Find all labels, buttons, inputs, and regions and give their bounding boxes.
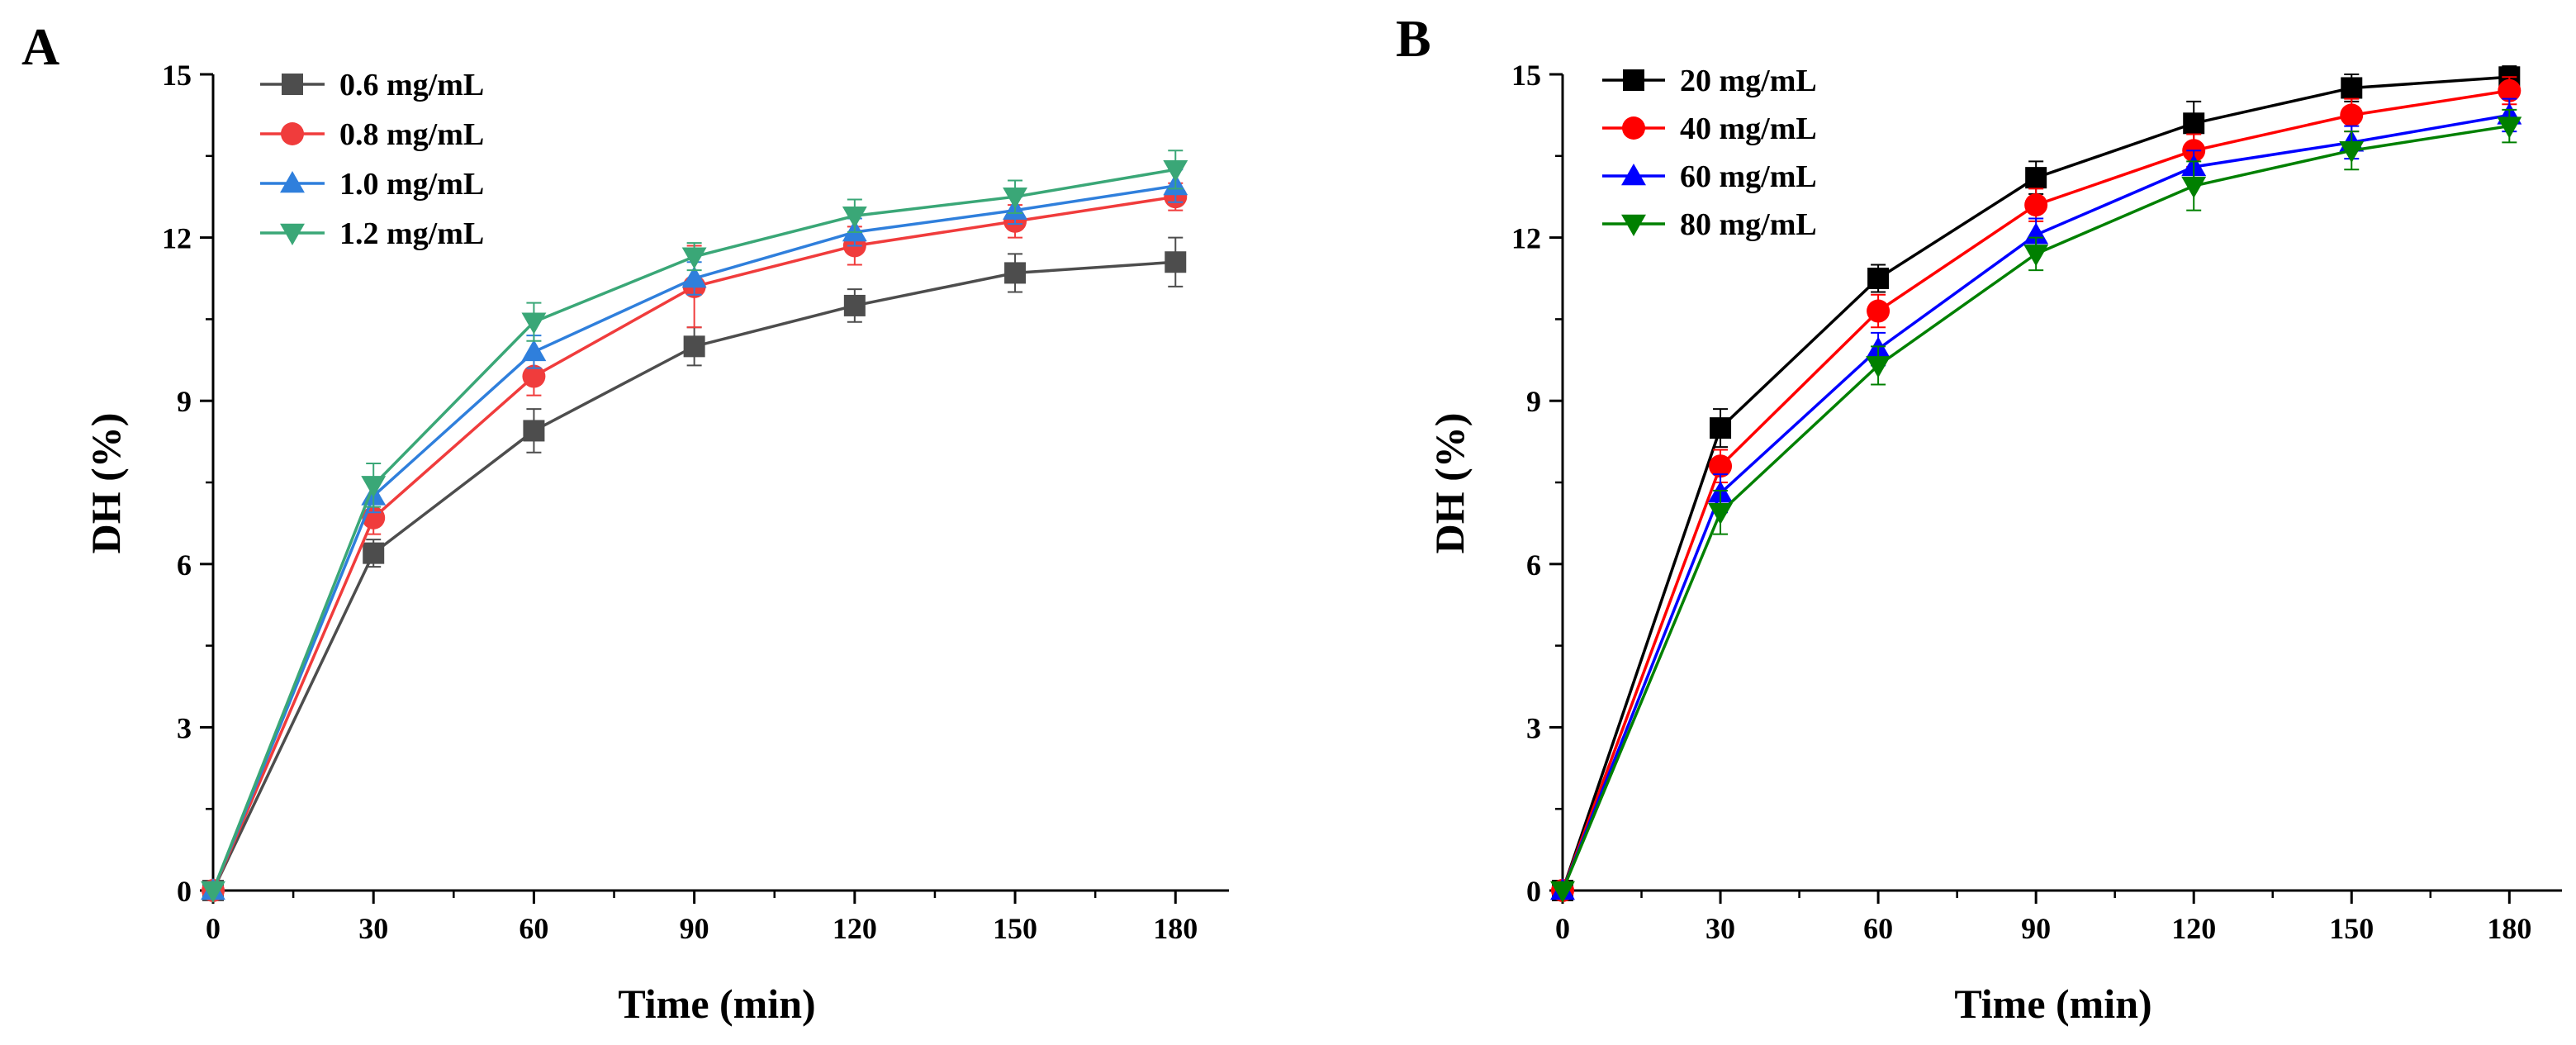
panel-b-x-tick-label: 90 — [2021, 912, 2051, 945]
panel-b-data-point — [2183, 112, 2205, 135]
panel-b-series-3 — [1550, 108, 2522, 903]
panel-a-y-tick-label: 9 — [177, 385, 192, 418]
panel-a-y-tick-label: 12 — [162, 222, 192, 255]
panel-a-data-point — [683, 335, 705, 358]
panel-a-data-point — [1163, 160, 1188, 183]
panel-b-legend-marker — [1621, 214, 1646, 236]
panel-a-data-point — [523, 420, 545, 442]
panel-a-x-tick-label: 90 — [680, 912, 709, 945]
panel-b-data-point — [2340, 103, 2364, 127]
panel-a-data-point — [1004, 262, 1027, 284]
panel-a-x-tick-label: 120 — [833, 912, 877, 945]
panel-b-data-point — [2024, 193, 2048, 217]
panel-a-legend-marker — [282, 74, 303, 95]
panel-b-y-tick-label: 3 — [1526, 711, 1541, 744]
panel-a-legend-label: 0.6 mg/mL — [339, 68, 484, 102]
panel-b-legend-marker — [1621, 164, 1646, 186]
panel-b-legend-label: 40 mg/mL — [1680, 112, 1817, 146]
panel-b-data-point — [2341, 77, 2363, 99]
panel-a-y-tick-label: 15 — [162, 59, 192, 92]
panel-a-data-point — [843, 294, 866, 316]
panel-b-x-tick-label: 30 — [1705, 912, 1735, 945]
panel-a-legend-label: 0.8 mg/mL — [339, 117, 484, 152]
panel-a-legend-marker — [281, 122, 304, 145]
panel-b-y-tick-label: 9 — [1526, 385, 1541, 418]
panel-b-data-point — [1867, 268, 1890, 289]
panel-b-y-tick-label: 6 — [1526, 549, 1541, 582]
panel-a-y-tick-label: 3 — [177, 711, 192, 744]
panel-a-series-2 — [201, 169, 1188, 900]
panel-a-legend-marker — [280, 171, 305, 193]
panel-b-plot-area: 0 30 60 90 120 150 180 0 3 6 9 12 15 20 mg/mL 40 mg/mL… — [1511, 59, 2562, 945]
panel-a-legend-label: 1.0 mg/mL — [339, 167, 484, 202]
panel-b-x-tick-label: 0 — [1555, 912, 1570, 945]
panel-b-legend-label: 80 mg/mL — [1680, 207, 1817, 242]
panel-a-x-tick-label: 60 — [519, 912, 548, 945]
panel-a-data-point — [1165, 251, 1187, 273]
panel-a-x-axis-title: Time (min) — [618, 981, 815, 1027]
panel-a-x-tick-label: 0 — [206, 912, 221, 945]
panel-b-series-1 — [1551, 76, 2521, 902]
panel-b-legend-label: 20 mg/mL — [1680, 64, 1817, 98]
panel-b-legend-marker — [1623, 69, 1644, 91]
panel-b-data-point — [1550, 881, 1575, 903]
panel-b-data-point — [1710, 417, 1732, 439]
panel-a-data-point — [681, 266, 707, 288]
panel-b-data-point — [1867, 299, 1890, 323]
panel-a-label: A — [21, 17, 59, 76]
panel-b-x-tick-label: 180 — [2487, 912, 2531, 945]
panel-b: B Time (min) DH (%) 0 30 60 90 120 150 180 0 3 6 9… — [1396, 9, 2562, 1027]
panel-b-data-point — [2025, 167, 2047, 189]
panel-a-y-axis-title: DH (%) — [83, 413, 129, 554]
panel-a-data-point — [1003, 187, 1028, 210]
panel-a-y-tick-label: 6 — [177, 549, 192, 582]
panel-a: A Time (min) DH (%) 0 30 60 90 120 150 180 0 3 6 9… — [21, 17, 1229, 1027]
panel-b-y-tick-label: 0 — [1526, 875, 1541, 908]
panel-b-y-tick-label: 15 — [1511, 59, 1541, 92]
panel-a-data-point — [521, 339, 547, 362]
panel-a-data-point — [363, 542, 385, 564]
panel-a-data-point — [522, 364, 546, 388]
panel-a-legend-marker — [280, 223, 305, 245]
panel-a-series-3 — [201, 150, 1188, 903]
panel-b-label: B — [1396, 9, 1431, 68]
panel-a-data-point — [681, 247, 707, 269]
panel-b-data-point — [2339, 141, 2365, 164]
panel-a-legend: 0.6 mg/mL 0.8 mg/mL 1.0 mg/mL 1.2 mg/mL — [260, 68, 484, 251]
panel-b-y-tick-label: 12 — [1511, 222, 1541, 255]
panel-b-data-point — [2498, 78, 2521, 102]
panel-b-data-point — [1709, 454, 1733, 478]
panel-b-y-axis-title: DH (%) — [1426, 413, 1473, 554]
panel-b-x-tick-label: 60 — [1863, 912, 1893, 945]
panel-b-x-tick-label: 150 — [2329, 912, 2374, 945]
panel-a-x-tick-label: 150 — [993, 912, 1037, 945]
panel-a-data-point — [842, 207, 867, 229]
panel-b-data-point — [2497, 116, 2522, 139]
panel-b-data-point — [1708, 503, 1734, 525]
panel-b-x-axis-title: Time (min) — [1954, 981, 2151, 1027]
panel-b-data-point — [2023, 222, 2049, 245]
panel-a-data-point — [361, 476, 387, 498]
panel-b-data-point — [2023, 245, 2049, 267]
panel-b-legend-marker — [1622, 116, 1645, 140]
panel-b-x-tick-label: 120 — [2171, 912, 2216, 945]
panel-b-legend-label: 60 mg/mL — [1680, 159, 1817, 194]
panel-a-data-point — [201, 881, 225, 903]
panel-a-x-tick-label: 30 — [358, 912, 388, 945]
panel-a-plot-area: 0 30 60 90 120 150 180 0 3 6 9 12 15 0.6 mg/mL 0.8 mg/… — [162, 59, 1229, 945]
panel-a-x-tick-label: 180 — [1153, 912, 1198, 945]
panel-b-data-point — [1866, 356, 1891, 378]
panel-b-legend: 20 mg/mL 40 mg/mL 60 mg/mL 80 mg/mL — [1602, 64, 1817, 242]
panel-b-data-point — [2181, 176, 2207, 198]
panel-a-data-point — [521, 312, 547, 335]
panel-a-legend-label: 1.2 mg/mL — [339, 216, 484, 251]
panel-a-y-tick-label: 0 — [177, 875, 192, 908]
